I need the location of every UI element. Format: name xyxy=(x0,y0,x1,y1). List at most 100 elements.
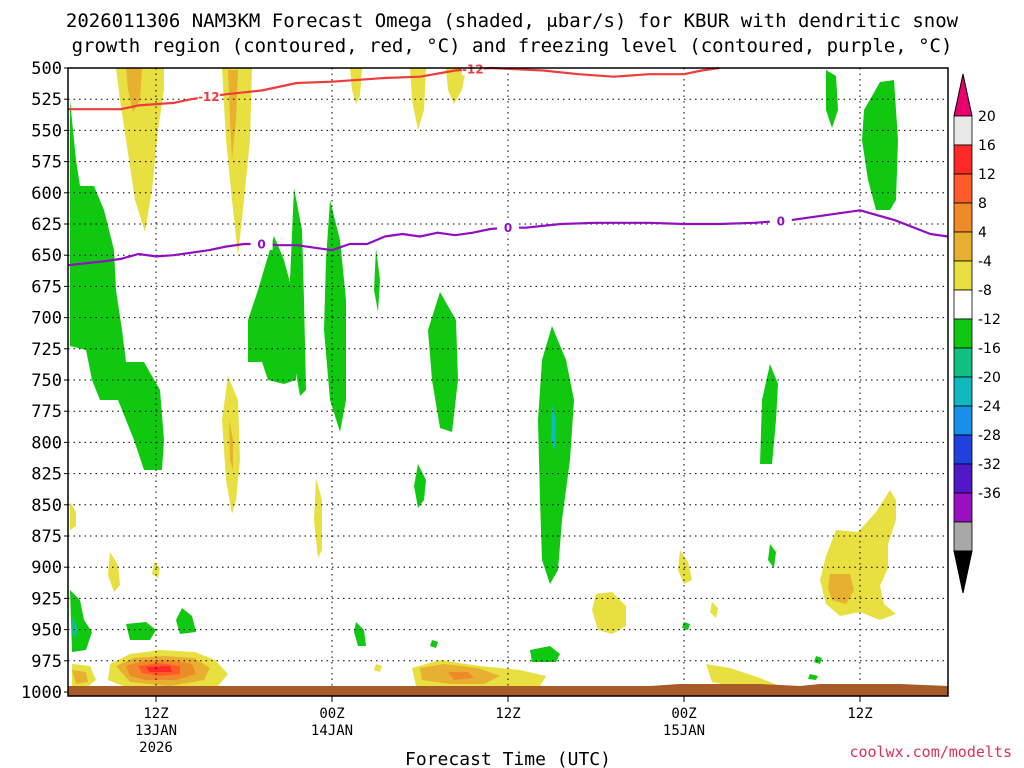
colorbar: 20 16 12 8 4 -4 -8 -12 -16 -20 -24 -28 -32 -36 xyxy=(953,73,1001,594)
y-tick-label: 675 xyxy=(31,277,62,297)
dgz-contour-minus12-label: -12 xyxy=(198,90,220,104)
colorbar-label: -28 xyxy=(978,428,1001,444)
omega-region-upward-weak xyxy=(710,602,718,618)
colorbar-swatch xyxy=(953,376,973,407)
omega-region-downward-moderate xyxy=(72,616,78,638)
colorbar-label: -16 xyxy=(978,341,1001,357)
colorbar-swatch xyxy=(953,521,973,552)
omega-region-upward-weak xyxy=(374,664,382,672)
x-tick-label: 12Z xyxy=(495,706,520,722)
omega-region-downward-weak xyxy=(760,364,778,464)
freezing-level-contour xyxy=(67,209,949,267)
x-tick-date: 15JAN xyxy=(663,723,705,739)
omega-region-upward-weak xyxy=(410,68,426,130)
omega-region-upward-weak xyxy=(820,490,896,620)
freezing-level-contour-label-bg xyxy=(250,236,273,250)
colorbar-label: 16 xyxy=(978,138,996,154)
omega-region-downward-weak xyxy=(414,464,426,508)
x-tick-label: 12Z xyxy=(143,706,168,722)
y-tick-label: 875 xyxy=(31,527,62,547)
omega-region-downward-weak xyxy=(374,248,380,312)
x-tick-date: 13JAN xyxy=(135,723,177,739)
omega-region-downward-weak xyxy=(126,622,156,640)
omega-region-downward-weak xyxy=(428,292,458,432)
colorbar-swatch xyxy=(953,289,973,320)
y-tick-label: 975 xyxy=(31,652,62,672)
y-tick-label: 775 xyxy=(31,402,62,422)
omega-region-downward-weak xyxy=(826,70,838,128)
omega-region-downward-weak xyxy=(530,646,560,662)
omega-region-downward-moderate xyxy=(551,404,556,450)
x-tick-year: 2026 xyxy=(139,740,173,756)
x-tick-label: 12Z xyxy=(847,706,872,722)
contours: -12 -12 0 0 0 xyxy=(67,62,949,267)
colorbar-swatch xyxy=(953,318,973,349)
colorbar-swatch xyxy=(953,144,973,175)
omega-region-downward-weak xyxy=(682,622,690,630)
y-tick-label: 925 xyxy=(31,589,62,609)
y-tick-label: 750 xyxy=(31,371,62,391)
y-tick-label: 900 xyxy=(31,558,62,578)
chart-title-line2: growth region (contoured, red, °C) and f… xyxy=(72,35,953,57)
colorbar-label: -24 xyxy=(978,399,1001,415)
colorbar-label: -36 xyxy=(978,486,1001,502)
omega-region-upward-moderate xyxy=(72,670,88,684)
omega-region-downward-weak xyxy=(768,544,776,568)
omega-region-upward-weak xyxy=(108,552,120,592)
omega-region-downward-weak xyxy=(814,656,822,664)
y-tick-label: 1000 xyxy=(21,683,62,703)
colorbar-swatch xyxy=(953,405,973,436)
colorbar-swatch xyxy=(953,463,973,494)
y-tick-label: 725 xyxy=(31,340,62,360)
x-tick-date: 14JAN xyxy=(311,723,353,739)
colorbar-bottom-arrow xyxy=(953,550,973,594)
colorbar-label: -8 xyxy=(978,283,992,299)
y-axis: 500 525 550 575 600 625 650 675 700 725 750 775 800 8… xyxy=(21,59,68,703)
terrain-ground xyxy=(68,684,948,696)
y-tick-label: 850 xyxy=(31,496,62,516)
omega-region-downward-weak xyxy=(538,326,574,584)
omega-region-downward-weak xyxy=(324,200,346,432)
colorbar-label: -12 xyxy=(978,312,1001,328)
omega-region-upward-moderate xyxy=(828,574,854,604)
omega-region-upward-weak xyxy=(592,592,626,634)
colorbar-label: 4 xyxy=(978,225,987,241)
y-tick-label: 625 xyxy=(31,215,62,235)
omega-region-upward-moderate xyxy=(229,420,233,470)
omega-region-downward-weak xyxy=(176,608,196,634)
omega-region-upward-weak xyxy=(446,68,466,104)
y-tick-label: 825 xyxy=(31,465,62,485)
omega-region-upward-weak xyxy=(706,664,780,688)
colorbar-swatch xyxy=(953,347,973,378)
omega-region-upward-strong xyxy=(448,672,474,680)
colorbar-label: -20 xyxy=(978,370,1001,386)
freezing-level-contour-label: 0 xyxy=(504,221,512,235)
colorbar-swatch xyxy=(953,173,973,204)
y-tick-label: 525 xyxy=(31,90,62,110)
omega-region-downward-weak xyxy=(70,100,164,470)
colorbar-label: 12 xyxy=(978,167,996,183)
y-tick-label: 575 xyxy=(31,153,62,173)
omega-region-upward-weak xyxy=(116,68,164,232)
omega-region-upward-weak xyxy=(70,502,76,530)
y-tick-label: 700 xyxy=(31,309,62,329)
omega-region-downward-weak xyxy=(430,640,438,648)
omega-region-downward-weak xyxy=(248,236,296,384)
y-tick-label: 550 xyxy=(31,121,62,141)
dgz-contour-minus12-label: -12 xyxy=(462,63,484,77)
freezing-level-contour-label-bg xyxy=(769,213,792,227)
omega-region-upward-weak xyxy=(222,68,252,256)
omega-region-downward-weak xyxy=(862,80,898,210)
y-tick-label: 500 xyxy=(31,59,62,79)
colorbar-label: -32 xyxy=(978,457,1001,473)
colorbar-swatch xyxy=(953,260,973,291)
chart-title-line1: 2026011306 NAM3KM Forecast Omega (shaded… xyxy=(66,10,959,32)
omega-region-upward-moderate xyxy=(126,68,142,112)
x-tick-label: 00Z xyxy=(671,706,696,722)
y-tick-label: 600 xyxy=(31,184,62,204)
grid xyxy=(68,68,948,692)
y-tick-label: 800 xyxy=(31,433,62,453)
credit-text: coolwx.com/modelts xyxy=(849,743,1012,761)
omega-region-upward-extreme xyxy=(146,666,172,672)
